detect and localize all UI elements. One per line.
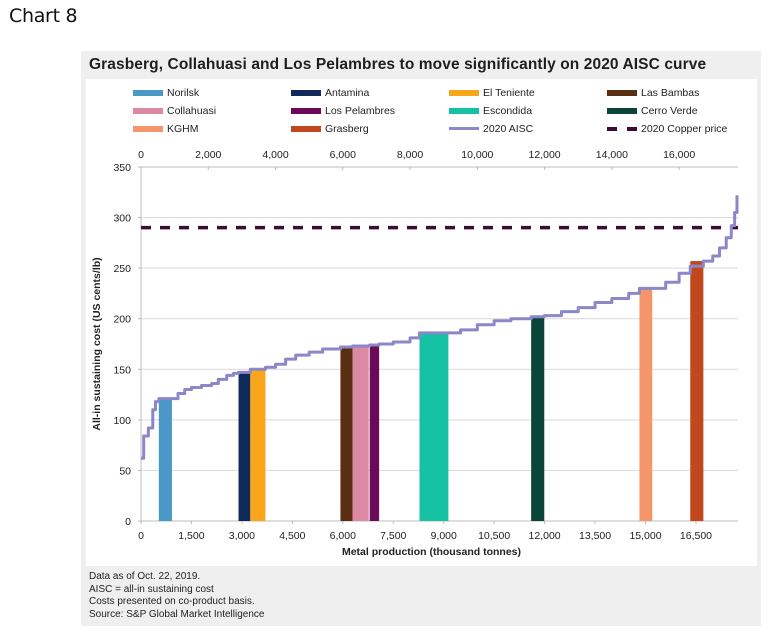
bar-collahuasi: Collahuasi: 173 xyxy=(352,346,369,521)
bar-kghm: KGHM: 230 xyxy=(639,288,653,521)
legend-swatch xyxy=(449,107,479,114)
chart-label: Chart 8 xyxy=(9,5,78,27)
x-tick-label-top: 8,000 xyxy=(397,149,423,161)
legend-label: Las Bambas xyxy=(641,86,700,99)
legend-item-2020-aisc: 2020 AISC xyxy=(449,121,533,136)
footnote-aisc-definition: AISC = all-in sustaining cost xyxy=(89,583,214,595)
bar-los-pelambres: Los Pelambres: 174 xyxy=(369,345,380,521)
footnote-cost-basis: Costs presented on co-product basis. xyxy=(89,596,255,607)
legend-item-los-pelambres: Los Pelambres xyxy=(291,103,395,118)
footnote-date: Data as of Oct. 22, 2019. xyxy=(89,571,201,582)
chart-panel: Grasberg, Collahuasi and Los Pelambres t… xyxy=(81,51,761,626)
x-tick-label-bottom: 15,000 xyxy=(629,530,661,542)
aisc-curve xyxy=(141,195,739,460)
x-tick-label-top: 12,000 xyxy=(529,149,561,161)
legend-label: 2020 AISC xyxy=(483,122,534,135)
legend-swatch xyxy=(607,89,637,96)
x-axis-label: Metal production (thousand tonnes) xyxy=(342,546,521,558)
legend-label: Norilsk xyxy=(167,86,200,99)
y-tick-label: 300 xyxy=(113,213,131,225)
bar-el-teniente: El Teniente: 150 xyxy=(250,369,266,521)
x-tick-label-bottom: 13,500 xyxy=(579,530,611,542)
legend-item-el-teniente: El Teniente xyxy=(449,85,535,100)
legend-swatch xyxy=(449,89,479,96)
legend-item-collahuasi: Collahuasi xyxy=(133,103,216,118)
plot-area: 0 50 100 150 200 250 300 350 0 1,500 3,000 4,500 6,0… xyxy=(91,149,739,558)
legend-item-antamina: Antamina xyxy=(291,85,369,100)
legend-item-grasberg: Grasberg xyxy=(291,121,369,136)
x-tick-label-bottom: 1,500 xyxy=(178,530,204,542)
x-tick-label-top: 16,000 xyxy=(663,149,695,161)
x-tick-label-bottom: 7,500 xyxy=(380,530,406,542)
x-tick-label-top: 14,000 xyxy=(596,149,628,161)
y-axis-label: All-in sustaining cost (US cents/lb) xyxy=(91,257,103,430)
x-tick-label-bottom: 3,000 xyxy=(229,530,255,542)
y-tick-label: 150 xyxy=(113,364,131,376)
x-tick-label-bottom: 10,500 xyxy=(478,530,510,542)
x-tick-label-bottom: 9,000 xyxy=(431,530,457,542)
legend-swatch xyxy=(291,125,321,132)
legend-item-2020-copper-price: 2020 Copper price xyxy=(607,121,727,136)
x-tick-label-top: 2,000 xyxy=(195,149,221,161)
legend-label: Grasberg xyxy=(325,122,369,135)
y-tick-label: 0 xyxy=(125,516,131,528)
legend-item-escondida: Escondida xyxy=(449,103,532,118)
bar-las-bambas: Las Bambas: 172 xyxy=(340,347,353,521)
bar-grasberg: Grasberg: 257 xyxy=(690,261,704,521)
x-tick-label-top: 4,000 xyxy=(262,149,288,161)
x-tick-label-bottom: 6,000 xyxy=(330,530,356,542)
y-tick-label: 350 xyxy=(113,162,131,174)
legend-label: 2020 Copper price xyxy=(641,122,728,135)
legend-item-norilsk: Norilsk xyxy=(133,85,199,100)
x-tick-label-top: 6,000 xyxy=(330,149,356,161)
footnotes: Data as of Oct. 22, 2019. AISC = all-in … xyxy=(89,571,264,621)
legend-swatch xyxy=(291,107,321,114)
legend-swatch xyxy=(133,125,163,132)
legend: Norilsk Antamina El Teniente Las Bambas Coll… xyxy=(133,85,753,145)
legend-label: Escondida xyxy=(483,104,533,117)
legend-item-las-bambas: Las Bambas xyxy=(607,85,699,100)
legend-item-kghm: KGHM xyxy=(133,121,199,136)
legend-dash-swatch xyxy=(607,126,637,131)
y-tick-label: 200 xyxy=(113,314,131,326)
x-tick-label-bottom: 4,500 xyxy=(279,530,305,542)
legend-label: El Teniente xyxy=(483,86,535,99)
x-tick-label-bottom: 16,500 xyxy=(680,530,712,542)
legend-swatch xyxy=(133,89,163,96)
y-tick-label: 100 xyxy=(113,415,131,427)
bar-cerro-verde: Cerro Verde: 203 xyxy=(531,315,545,521)
legend-label: Antamina xyxy=(325,86,370,99)
bar-escondida: Escondida: 186 xyxy=(419,332,449,521)
legend-label: KGHM xyxy=(167,122,199,135)
chart-title: Grasberg, Collahuasi and Los Pelambres t… xyxy=(89,56,707,73)
legend-label: Cerro Verde xyxy=(641,104,698,117)
footnote-source: Source: S&P Global Market Intelligence xyxy=(89,608,265,620)
legend-swatch xyxy=(133,107,163,114)
legend-swatch xyxy=(291,89,321,96)
bar-norilsk: Norilsk: 121 xyxy=(158,398,172,521)
x-tick-label-top: 10,000 xyxy=(461,149,493,161)
bar-antamina: Antamina: 147 xyxy=(238,372,251,521)
y-tick-label: 50 xyxy=(119,465,131,477)
legend-label: Los Pelambres xyxy=(325,104,396,117)
legend-label: Collahuasi xyxy=(167,104,217,117)
chart-card: Norilsk Antamina El Teniente Las Bambas Coll… xyxy=(86,79,757,566)
legend-item-cerro-verde: Cerro Verde xyxy=(607,103,698,118)
y-tick-label: 250 xyxy=(113,263,131,275)
x-tick-label-bottom: 12,000 xyxy=(529,530,561,542)
legend-line-swatch xyxy=(449,127,479,130)
x-tick-label-top: 0 xyxy=(138,149,144,161)
legend-swatch xyxy=(607,107,637,114)
x-tick-label-bottom: 0 xyxy=(138,530,144,542)
